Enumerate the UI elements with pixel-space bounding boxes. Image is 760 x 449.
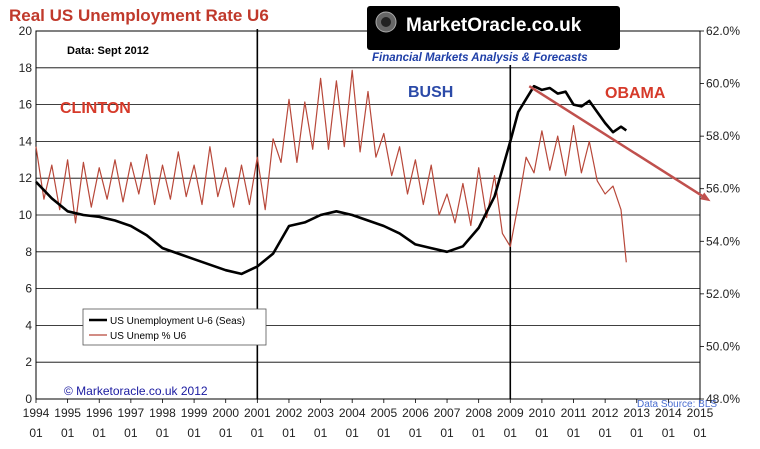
brand-subtitle: Financial Markets Analysis & Forecasts	[372, 52, 588, 64]
data-source-note: Data Source: BLS	[637, 399, 717, 410]
x-tick-year: 2015	[687, 406, 714, 420]
x-tick-month: 01	[377, 426, 391, 440]
x-tick-year: 2012	[592, 406, 619, 420]
x-tick-month: 01	[187, 426, 201, 440]
copyright-note: © Marketoracle.co.uk 2012	[64, 384, 208, 398]
x-tick-year: 2001	[244, 406, 271, 420]
series-u6-not-seasonally-adjusted	[35, 69, 627, 263]
right-tick-label: 60.0%	[706, 77, 740, 91]
right-tick-label: 56.0%	[706, 182, 740, 196]
era-label-bush: BUSH	[408, 84, 453, 101]
x-tick-year: 1996	[86, 406, 113, 420]
x-tick-year: 1998	[149, 406, 176, 420]
right-tick-label: 58.0%	[706, 129, 740, 143]
x-tick-year: 2011	[561, 406, 587, 420]
brand-badge: MarketOracle.co.uk	[367, 6, 620, 50]
right-axis: 48.0% 50.0% 52.0% 54.0% 56.0% 58.0% 60.0% 62.0%	[700, 24, 740, 406]
legend-box	[82, 308, 267, 346]
right-tick-label: 62.0%	[706, 24, 740, 38]
x-tick-month: 01	[440, 426, 454, 440]
left-tick-label: 14	[19, 134, 33, 148]
trend-arrow	[528, 85, 711, 202]
x-tick-year: 1999	[181, 406, 208, 420]
x-tick-month: 01	[409, 426, 423, 440]
left-tick-label: 8	[25, 245, 32, 259]
left-tick-label: 10	[19, 208, 33, 222]
x-tick-month: 01	[472, 426, 486, 440]
brand-subtitle-background	[370, 50, 617, 65]
x-tick-month: 01	[219, 426, 233, 440]
x-tick-month: 01	[598, 426, 612, 440]
x-tick-year: 2013	[623, 406, 650, 420]
left-tick-label: 20	[19, 24, 33, 38]
x-tick-year: 1995	[54, 406, 81, 420]
x-tick-year: 2002	[276, 406, 303, 420]
x-tick-month: 01	[567, 426, 581, 440]
era-label-obama: OBAMA	[605, 85, 666, 102]
x-tick-year: 2008	[465, 406, 492, 420]
x-tick-month: 01	[156, 426, 170, 440]
x-tick-month: 01	[282, 426, 296, 440]
x-tick-month: 01	[93, 426, 107, 440]
right-tick-label: 54.0%	[706, 234, 740, 248]
x-tick-year: 2003	[307, 406, 334, 420]
x-tick-year: 2014	[655, 406, 682, 420]
left-tick-label: 16	[19, 98, 33, 112]
left-axis: 0 2 4 6 8 10 12 14 16 18 20	[19, 24, 33, 406]
x-tick-month: 01	[693, 426, 707, 440]
x-tick-month: 01	[61, 426, 75, 440]
legend-label-u6-seas: US Unemployment U-6 (Seas)	[110, 316, 245, 327]
x-tick-year: 2006	[402, 406, 429, 420]
left-tick-label: 12	[19, 171, 33, 185]
brand-name: MarketOracle.co.uk	[406, 15, 582, 36]
era-label-clinton: CLINTON	[60, 100, 131, 117]
left-tick-label: 4	[25, 318, 32, 332]
left-tick-label: 6	[25, 282, 32, 296]
x-tick-month: 01	[662, 426, 676, 440]
x-tick-month: 01	[535, 426, 549, 440]
x-tick-month: 01	[29, 426, 43, 440]
brand-badge-background	[367, 6, 620, 50]
data-date-note: Data: Sept 2012	[67, 45, 149, 57]
x-tick-year: 1994	[23, 406, 50, 420]
x-tick-month: 01	[314, 426, 328, 440]
series-layer	[35, 69, 628, 276]
x-tick-month: 01	[124, 426, 138, 440]
right-tick-label: 48.0%	[706, 392, 740, 406]
x-tick-year: 2000	[212, 406, 239, 420]
legend-label-u6-nsa: US Unemp % U6	[110, 331, 187, 342]
x-tick-year: 2007	[434, 406, 461, 420]
chart-title: Real US Unemployment Rate U6	[9, 6, 269, 25]
x-tick-year: 2004	[339, 406, 366, 420]
x-tick-year: 2009	[497, 406, 524, 420]
series-u6-seasonally-adjusted	[35, 84, 628, 276]
left-tick-label: 0	[25, 392, 32, 406]
left-tick-label: 18	[19, 61, 33, 75]
left-tick-label: 2	[25, 355, 32, 369]
oracle-logo-icon-inner	[381, 17, 391, 27]
legend: US Unemployment U-6 (Seas) US Unemp % U6	[82, 308, 267, 346]
x-tick-month: 01	[630, 426, 644, 440]
right-tick-label: 50.0%	[706, 339, 740, 353]
x-tick-year: 1997	[118, 406, 145, 420]
x-tick-year: 2005	[370, 406, 397, 420]
x-tick-month: 01	[504, 426, 518, 440]
right-tick-label: 52.0%	[706, 287, 740, 301]
x-tick-month: 01	[251, 426, 265, 440]
x-axis: 1994 01 1995 01 1996 01 1997 01 1998 01 1999 01 2000…	[23, 399, 714, 440]
x-tick-year: 2010	[529, 406, 556, 420]
x-tick-month: 01	[346, 426, 360, 440]
